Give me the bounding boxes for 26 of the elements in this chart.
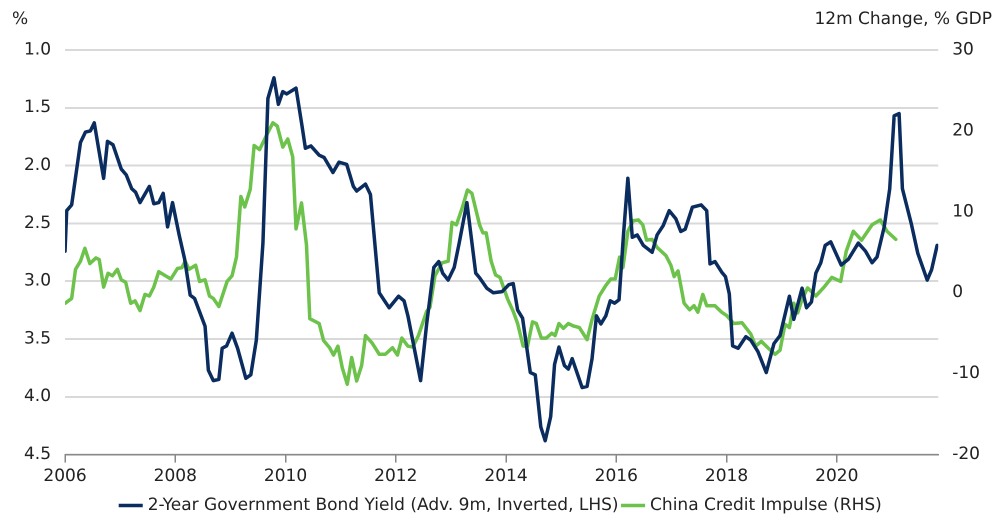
y-tick-label: 4.5 bbox=[24, 444, 52, 464]
y-tick-label: 2.0 bbox=[24, 155, 52, 176]
x-tick-label: 2008 bbox=[154, 466, 197, 486]
y2-tick-label: 0 bbox=[952, 282, 964, 302]
legend-label: 2-Year Government Bond Yield (Adv. 9m, Inverted, LHS) bbox=[148, 494, 619, 515]
x-tick-label: 2014 bbox=[484, 466, 528, 486]
x-tick-label: 2006 bbox=[43, 466, 87, 486]
y2-axis-title: 12m Change, % GDP bbox=[814, 8, 992, 29]
x-tick-label: 2010 bbox=[264, 466, 308, 486]
y2-tick-label: -10 bbox=[952, 363, 980, 384]
y-tick-label: 3.0 bbox=[24, 270, 52, 291]
y2-tick-label: 30 bbox=[952, 39, 974, 60]
y-tick-label: 4.0 bbox=[24, 386, 52, 406]
x-tick-label: 2020 bbox=[815, 466, 858, 486]
x-tick-label: 2018 bbox=[704, 466, 748, 486]
y-axis-title: % bbox=[12, 8, 28, 29]
legend-label: China Credit Impulse (RHS) bbox=[650, 494, 882, 515]
y-tick-label: 2.5 bbox=[24, 212, 52, 233]
y-tick-label: 3.5 bbox=[24, 328, 52, 348]
y-tick-label: 1.0 bbox=[24, 39, 52, 60]
y2-tick-label: 20 bbox=[952, 120, 974, 140]
y2-tick-label: -20 bbox=[952, 444, 980, 464]
x-tick-label: 2012 bbox=[374, 466, 418, 486]
x-tick-label: 2016 bbox=[594, 466, 638, 486]
y-tick-label: 1.5 bbox=[24, 97, 52, 118]
y2-tick-label: 10 bbox=[952, 201, 974, 222]
